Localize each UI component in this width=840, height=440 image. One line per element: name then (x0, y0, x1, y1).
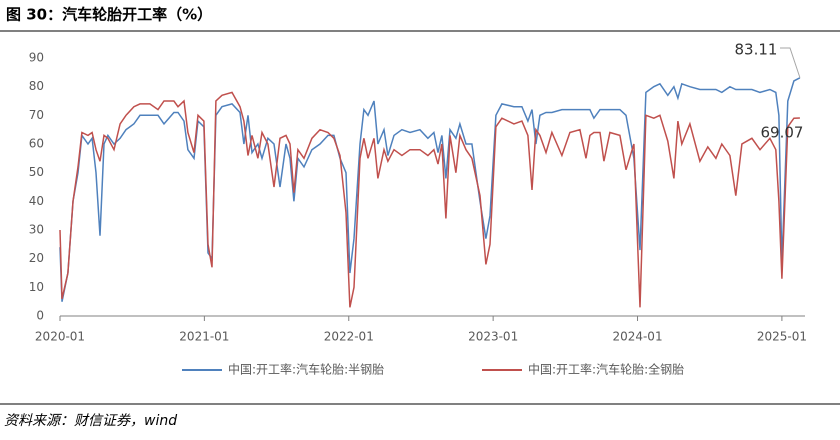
annotation-leader (780, 47, 801, 78)
x-tick-label: 2020-01 (35, 330, 85, 344)
annotation: 83.11 (735, 41, 778, 59)
legend-label: 中国:开工率:汽车轮胎:全钢胎 (528, 362, 684, 377)
series-line (59, 77, 801, 302)
x-tick-label: 2025-01 (757, 330, 807, 344)
y-tick-label: 60 (29, 137, 44, 151)
legend-label: 中国:开工率:汽车轮胎:半钢胎 (228, 362, 384, 377)
x-tick-label: 2021-01 (179, 330, 229, 344)
source: 资料来源：财信证券，wind (4, 413, 177, 429)
y-tick-label: 30 (29, 223, 44, 237)
y-tick-label: 0 (36, 309, 44, 323)
x-tick-label: 2024-01 (612, 330, 662, 344)
y-tick-label: 10 (29, 280, 44, 294)
series-line (59, 91, 800, 308)
y-tick-label: 20 (29, 251, 44, 265)
y-tick-label: 80 (29, 79, 44, 93)
y-tick-label: 40 (29, 194, 44, 208)
y-tick-label: 70 (29, 108, 44, 122)
y-tick-label: 90 (29, 51, 44, 65)
chart-title: 图 30：汽车轮胎开工率（%） (6, 6, 212, 24)
x-tick-label: 2022-01 (324, 330, 374, 344)
annotation: 69.07 (761, 124, 804, 142)
x-tick-label: 2023-01 (468, 330, 518, 344)
y-tick-label: 50 (29, 165, 44, 179)
